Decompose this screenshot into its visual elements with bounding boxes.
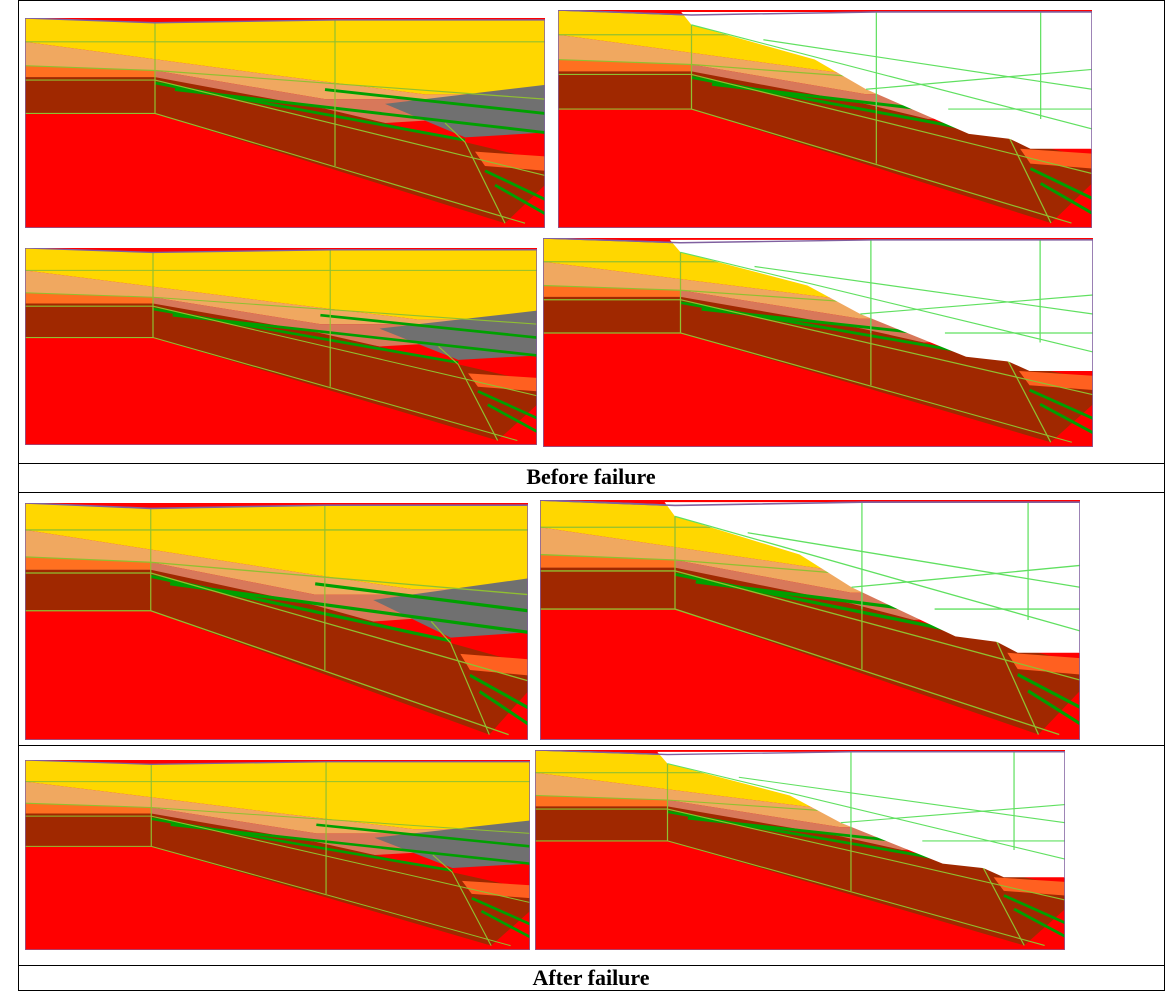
cross-section bbox=[25, 760, 530, 950]
caption: After failure bbox=[532, 965, 649, 990]
cross-section bbox=[543, 238, 1093, 447]
cross-section bbox=[25, 503, 528, 740]
figure: Before failure After failure bbox=[0, 0, 1165, 991]
cross-section bbox=[25, 18, 545, 228]
caption: Before failure bbox=[526, 464, 656, 489]
cross-section bbox=[25, 248, 537, 445]
cross-section bbox=[558, 10, 1092, 228]
cross-section bbox=[535, 750, 1065, 950]
cross-section bbox=[540, 500, 1080, 740]
